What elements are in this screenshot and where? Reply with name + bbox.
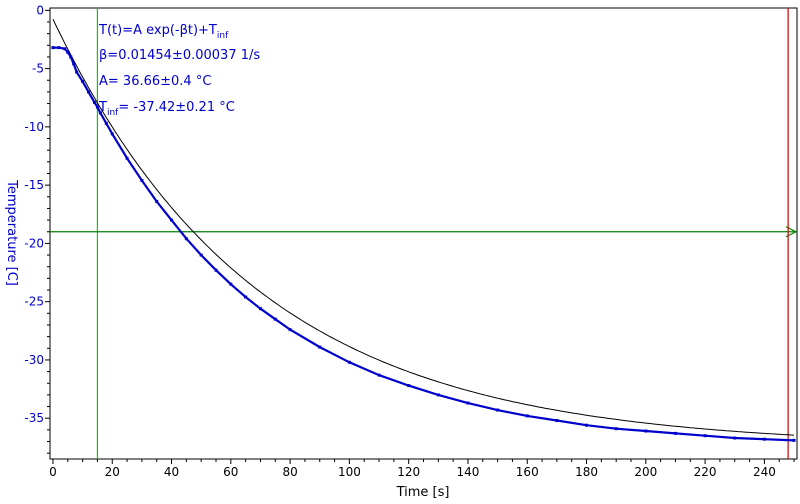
data-point [377, 373, 381, 377]
y-tick-label: -15 [24, 178, 44, 192]
data-point [57, 46, 61, 50]
data-point [258, 307, 262, 311]
data-point [51, 46, 55, 50]
data-point [69, 55, 73, 59]
data-point [496, 408, 500, 412]
data-point [214, 268, 218, 272]
x-tick-label: 140 [457, 465, 480, 479]
data-point [273, 317, 277, 321]
fit-curve-group [52, 18, 795, 436]
data-point [184, 237, 188, 241]
y-tick-label: -20 [24, 236, 44, 250]
fit-beta: β=0.01454±0.00037 1/s [99, 48, 260, 63]
data-point [733, 436, 737, 440]
data-point [673, 431, 677, 435]
x-tick-label: 80 [282, 465, 297, 479]
x-tick-label: 180 [575, 465, 598, 479]
x-axis: 0 20 40 60 80 100 120 140 160 180 200 220 240 [49, 459, 795, 479]
data-point [703, 434, 707, 438]
data-point [63, 47, 67, 51]
x-tick-label: 220 [694, 465, 717, 479]
y-tick-label: -30 [24, 353, 44, 367]
data-point [585, 423, 589, 427]
data-point [92, 100, 96, 104]
x-tick-label: 160 [516, 465, 539, 479]
x-tick-label: 0 [49, 465, 57, 479]
x-axis-title: Time [s] [396, 485, 450, 500]
x-tick-label: 240 [753, 465, 776, 479]
data-point [98, 111, 102, 115]
data-point [104, 121, 108, 125]
x-tick-label: 40 [164, 465, 179, 479]
data-point [75, 70, 79, 74]
x-tick-label: 100 [338, 465, 361, 479]
data-point [110, 132, 114, 136]
data-series [51, 46, 796, 442]
data-point [555, 419, 559, 423]
data-point [792, 438, 796, 442]
y-tick-label: 0 [36, 3, 44, 17]
data-point [244, 295, 248, 299]
y-tick-label: -25 [24, 295, 44, 309]
fit-formula: T(t)=A exp(-βt)+Tinf [98, 23, 229, 41]
x-tick-label: 120 [397, 465, 420, 479]
data-point [72, 62, 76, 66]
x-tick-label: 60 [223, 465, 238, 479]
fit-amplitude: A= 36.66±0.4 °C [99, 74, 211, 89]
data-point [140, 178, 144, 182]
fit-annotation: T(t)=A exp(-βt)+Tinf β=0.01454±0.00037 1… [98, 23, 260, 118]
x-tick-label: 200 [634, 465, 657, 479]
y-tick-label: -10 [24, 120, 44, 134]
data-point [66, 50, 70, 54]
data-point [155, 199, 159, 203]
data-point [229, 282, 233, 286]
data-point [288, 328, 292, 332]
data-point [614, 427, 618, 431]
data-point [81, 79, 85, 83]
fit-tinf: Tinf= -37.42±0.21 °C [98, 100, 235, 118]
data-point [644, 429, 648, 433]
data-point [762, 437, 766, 441]
data-point [199, 253, 203, 257]
data-point [170, 218, 174, 222]
data-point [95, 105, 99, 109]
data-point [318, 345, 322, 349]
x-tick-label: 20 [105, 465, 120, 479]
cursor-markers[interactable] [50, 8, 798, 459]
fit-curve [52, 18, 795, 436]
data-point [436, 393, 440, 397]
data-point [125, 156, 129, 160]
data-point [525, 414, 529, 418]
y-tick-label: -35 [24, 411, 44, 425]
data-point [466, 401, 470, 405]
data-point [347, 360, 351, 364]
y-axis: 0 -5 -10 -15 -20 -25 -30 -35 [24, 3, 50, 454]
y-tick-label: -5 [32, 62, 44, 76]
y-axis-title: Temperature [C] [4, 179, 19, 286]
data-point [407, 384, 411, 388]
arrow-right-icon[interactable] [785, 226, 798, 238]
data-point [87, 90, 91, 94]
